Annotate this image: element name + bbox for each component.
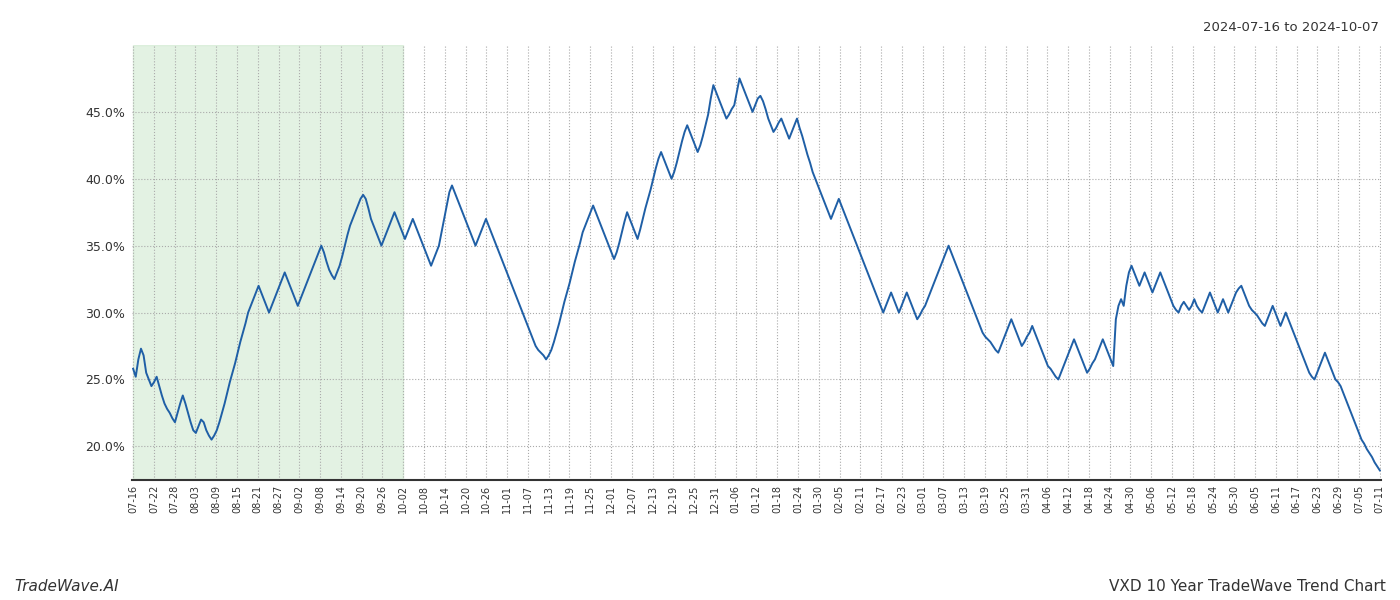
Text: TradeWave.AI: TradeWave.AI (14, 579, 119, 594)
Text: VXD 10 Year TradeWave Trend Chart: VXD 10 Year TradeWave Trend Chart (1109, 579, 1386, 594)
Bar (133, 45, 403, 480)
Text: 2024-07-16 to 2024-10-07: 2024-07-16 to 2024-10-07 (1203, 21, 1379, 34)
